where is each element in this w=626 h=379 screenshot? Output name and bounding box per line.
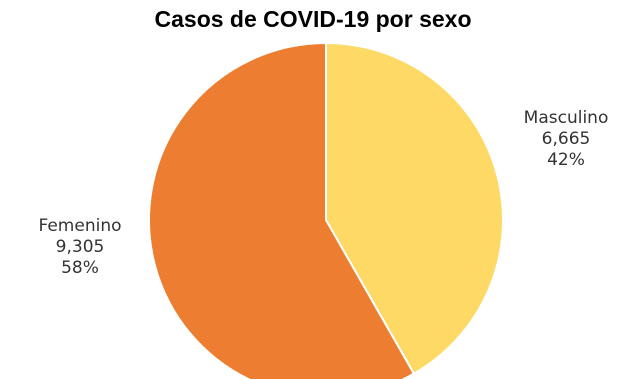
slice-label-name-masculino: Masculino (524, 108, 609, 128)
slice-label-value-masculino: 6,665 (542, 129, 591, 149)
pie-slice-femenino (148, 41, 416, 379)
pie-slices (148, 41, 504, 379)
slice-label-name-femenino: Femenino (39, 216, 122, 236)
slice-label-value-femenino: 9,305 (56, 237, 105, 257)
slice-label-percent-masculino: 42% (547, 150, 585, 170)
pie-slice-masculino (325, 41, 504, 376)
slice-label-percent-femenino: 58% (61, 258, 99, 278)
chart-title: Casos de COVID-19 por sexo (154, 6, 472, 32)
